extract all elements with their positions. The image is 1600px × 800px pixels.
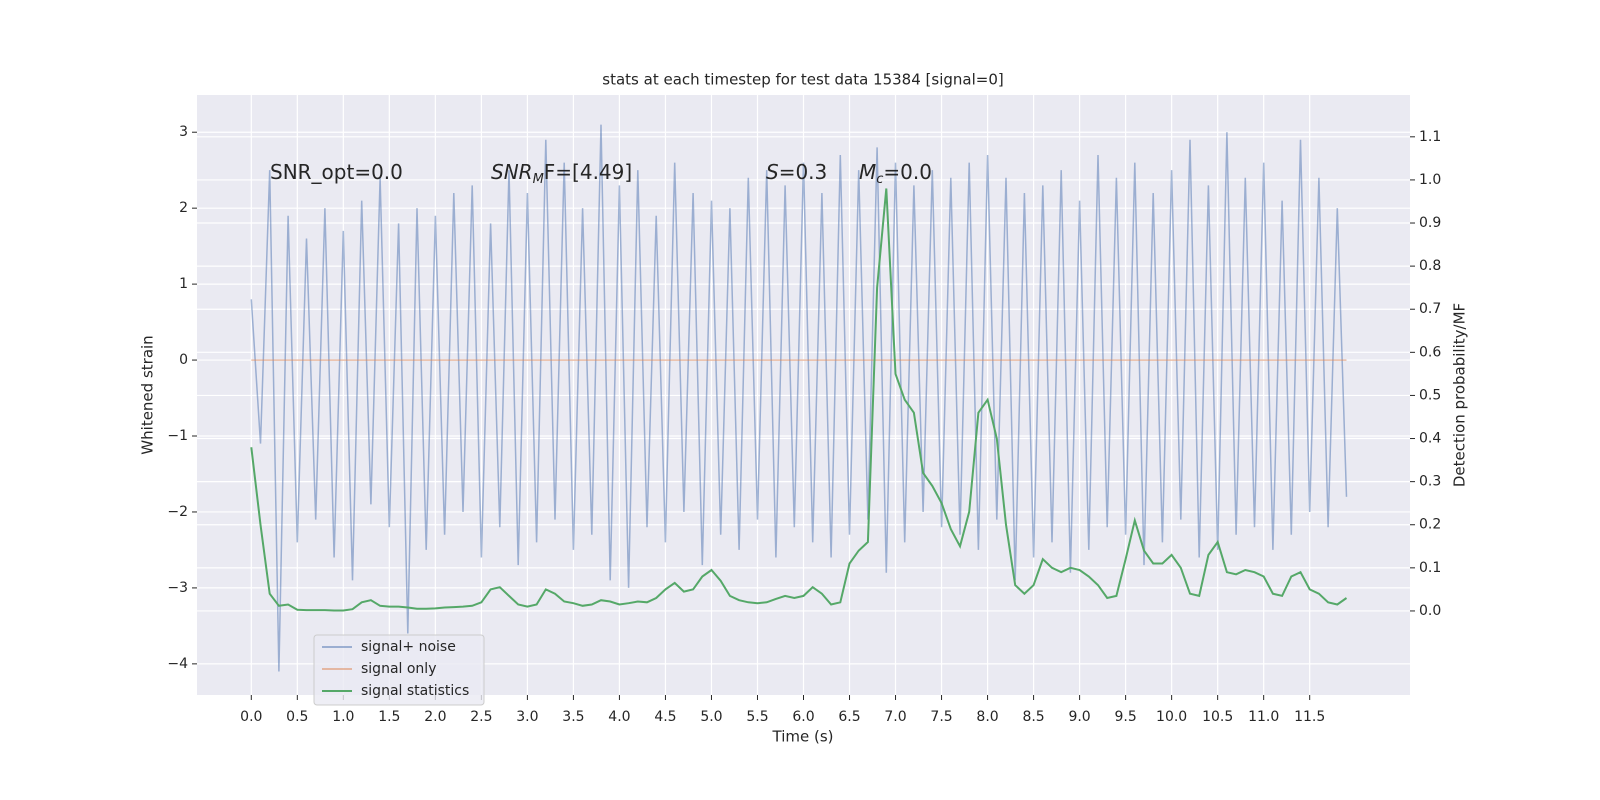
y2-tick-label: 0.3 [1419,474,1441,490]
y2-axis-label: Detection probability/MF [1451,303,1469,487]
x-tick-label: 4.5 [654,709,676,725]
y2-tick-label: 0.1 [1419,560,1441,576]
x-tick-label: 11.5 [1294,709,1325,725]
x-tick-label: 2.0 [424,709,446,725]
y2-tick-label: 0.2 [1419,517,1441,533]
y2-tick-label: 0.4 [1419,431,1441,447]
x-tick-label: 9.5 [1114,709,1136,725]
y2-tick-label: 1.1 [1419,129,1441,145]
annotation-sub: M [533,172,544,187]
y-tick-label: −4 [167,656,188,672]
x-tick-label: 0.5 [286,709,308,725]
x-tick-label: 5.0 [700,709,722,725]
y2-tick-label: 0.0 [1419,603,1441,619]
x-tick-label: 8.0 [976,709,998,725]
x-tick-label: 3.5 [562,709,584,725]
y-tick-label: −3 [167,580,188,596]
annotation-text: S [766,160,779,184]
x-tick-label: 10.5 [1202,709,1233,725]
y2-tick-label: 0.5 [1419,387,1441,403]
annotation-text: M [859,160,876,184]
y2-tick-label: 0.9 [1419,215,1441,231]
annotation-tail: =0.0 [883,160,932,184]
y2-tick-label: 0.6 [1419,344,1441,360]
x-tick-label: 1.0 [332,709,354,725]
x-axis-label: Time (s) [772,728,834,746]
x-tick-label: 3.0 [516,709,538,725]
chart-title: stats at each timestep for test data 153… [602,71,1003,89]
series-line [250,188,1348,612]
x-tick-label: 10.0 [1156,709,1187,725]
x-tick-label: 0.0 [240,709,262,725]
legend-label: signal+ noise [361,639,456,655]
annotation: SNRMF=[4.49] [491,160,632,187]
series-line [250,124,1348,672]
annotation-sub: c [876,172,883,187]
y-tick-label: −1 [167,428,188,444]
x-tick-label: 4.0 [608,709,630,725]
y-axis-label: Whitened strain [139,335,157,454]
x-tick-label: 2.5 [470,709,492,725]
annotation: S=0.3 [766,160,827,184]
x-tick-label: 1.5 [378,709,400,725]
legend-label: signal only [361,661,436,677]
x-tick-label: 6.5 [838,709,860,725]
y2-tick-label: 0.7 [1419,301,1441,317]
annotation-tail: =0.3 [779,160,828,184]
y-tick-label: 1 [179,276,188,292]
y2-tick-label: 0.8 [1419,258,1441,274]
x-tick-label: 7.5 [930,709,952,725]
y-tick-label: −2 [167,504,188,520]
y2-tick-label: 1.0 [1419,172,1441,188]
annotation: SNR_opt=0.0 [270,160,403,184]
x-tick-label: 9.0 [1068,709,1090,725]
annotation-tail: F=[4.49] [544,160,632,184]
x-tick-label: 5.5 [746,709,768,725]
y-tick-label: 2 [179,200,188,216]
y-tick-label: 3 [179,124,188,140]
annotation: Mc=0.0 [859,160,932,187]
x-tick-label: 6.0 [792,709,814,725]
legend-box [313,634,485,706]
legend-label: signal statistics [361,683,469,699]
x-tick-label: 7.0 [884,709,906,725]
x-tick-label: 11.0 [1248,709,1279,725]
annotation-text: SNR [491,160,533,184]
annotation-text: SNR_opt=0.0 [270,160,403,184]
x-tick-label: 8.5 [1022,709,1044,725]
y-tick-label: 0 [179,352,188,368]
